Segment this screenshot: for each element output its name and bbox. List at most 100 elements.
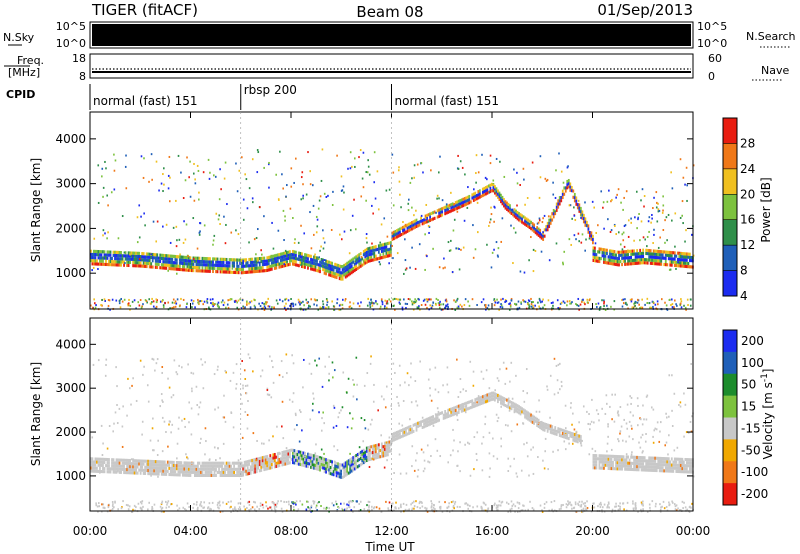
range-cell bbox=[285, 195, 287, 198]
range-cell bbox=[182, 506, 185, 509]
range-cell bbox=[213, 266, 216, 270]
range-cell bbox=[160, 463, 163, 467]
range-cell bbox=[522, 411, 525, 415]
range-cell bbox=[235, 229, 237, 232]
range-cell bbox=[124, 461, 127, 465]
range-cell bbox=[448, 408, 451, 412]
range-cell bbox=[150, 262, 153, 266]
range-cell bbox=[96, 457, 98, 461]
range-cell bbox=[448, 210, 451, 214]
range-cell bbox=[481, 190, 484, 194]
range-cell bbox=[147, 459, 150, 463]
range-cell bbox=[486, 191, 489, 195]
range-cell bbox=[218, 214, 221, 217]
range-cell bbox=[640, 459, 643, 463]
range-cell bbox=[260, 462, 263, 466]
range-cell bbox=[165, 469, 168, 473]
range-cell bbox=[622, 259, 625, 263]
range-cell bbox=[270, 254, 273, 257]
range-cell bbox=[305, 461, 308, 465]
range-cell bbox=[657, 459, 660, 463]
range-cell bbox=[682, 467, 685, 471]
range-cell bbox=[214, 175, 217, 178]
range-cell bbox=[393, 472, 395, 475]
range-cell bbox=[255, 469, 258, 474]
range-cell bbox=[331, 268, 333, 272]
range-cell bbox=[162, 190, 164, 193]
range-cell bbox=[139, 462, 142, 466]
range-cell bbox=[302, 259, 305, 263]
range-cell bbox=[236, 467, 239, 471]
range-cell bbox=[625, 455, 628, 459]
range-cell bbox=[103, 460, 106, 465]
range-cell bbox=[466, 206, 469, 209]
range-cell bbox=[93, 262, 95, 266]
range-cell bbox=[213, 303, 215, 306]
range-cell bbox=[302, 262, 305, 266]
range-cell bbox=[597, 412, 600, 415]
range-cell bbox=[361, 459, 364, 463]
range-cell bbox=[305, 298, 308, 301]
range-cell bbox=[256, 228, 259, 231]
range-cell bbox=[141, 255, 144, 259]
range-cell bbox=[243, 270, 246, 275]
range-cell bbox=[607, 457, 610, 461]
range-cell bbox=[310, 247, 313, 250]
range-cell bbox=[326, 269, 329, 273]
range-cell bbox=[533, 226, 536, 230]
range-cell bbox=[672, 257, 675, 261]
range-cell bbox=[417, 306, 420, 309]
range-cell bbox=[187, 467, 190, 471]
range-cell bbox=[234, 461, 237, 465]
range-cell bbox=[178, 261, 181, 265]
range-cell bbox=[267, 305, 270, 308]
range-cell bbox=[93, 259, 95, 263]
range-cell bbox=[374, 248, 377, 252]
range-cell bbox=[284, 249, 287, 252]
range-cell bbox=[175, 258, 178, 262]
range-cell bbox=[144, 261, 147, 265]
range-cell bbox=[313, 264, 315, 269]
range-cell bbox=[625, 262, 628, 266]
range-cell bbox=[643, 195, 646, 198]
range-cell bbox=[252, 260, 255, 264]
range-cell bbox=[305, 256, 308, 259]
range-cell bbox=[288, 461, 291, 465]
range-cell bbox=[616, 193, 618, 196]
range-cell bbox=[362, 461, 365, 465]
range-cell bbox=[148, 265, 151, 269]
range-cell bbox=[364, 459, 367, 464]
range-cell bbox=[123, 462, 125, 465]
range-cell bbox=[194, 306, 196, 309]
range-cell bbox=[230, 500, 232, 503]
range-cell bbox=[332, 274, 335, 278]
range-cell bbox=[91, 457, 94, 461]
range-cell bbox=[610, 258, 613, 263]
range-cell bbox=[447, 306, 449, 309]
range-cell bbox=[252, 461, 255, 465]
range-cell bbox=[625, 461, 628, 465]
range-cell bbox=[508, 302, 510, 305]
range-cell bbox=[607, 218, 609, 221]
range-cell bbox=[561, 195, 564, 200]
range-cell bbox=[613, 256, 616, 260]
range-cell bbox=[630, 217, 632, 220]
range-cell bbox=[483, 509, 485, 512]
range-cell bbox=[171, 301, 174, 304]
range-cell bbox=[176, 373, 179, 376]
range-cell bbox=[120, 257, 122, 261]
range-cell bbox=[319, 306, 322, 309]
range-cell bbox=[660, 256, 663, 260]
range-cell bbox=[270, 258, 273, 262]
range-cell bbox=[166, 463, 169, 467]
nsky-panel bbox=[89, 21, 694, 49]
range-cell bbox=[626, 427, 629, 430]
range-cell bbox=[308, 254, 311, 258]
range-cell bbox=[609, 252, 611, 256]
range-cell bbox=[367, 250, 370, 254]
range-cell bbox=[181, 464, 184, 468]
range-cell bbox=[171, 463, 174, 467]
range-cell bbox=[642, 465, 645, 469]
range-cell bbox=[227, 473, 229, 478]
range-cell bbox=[340, 475, 343, 479]
